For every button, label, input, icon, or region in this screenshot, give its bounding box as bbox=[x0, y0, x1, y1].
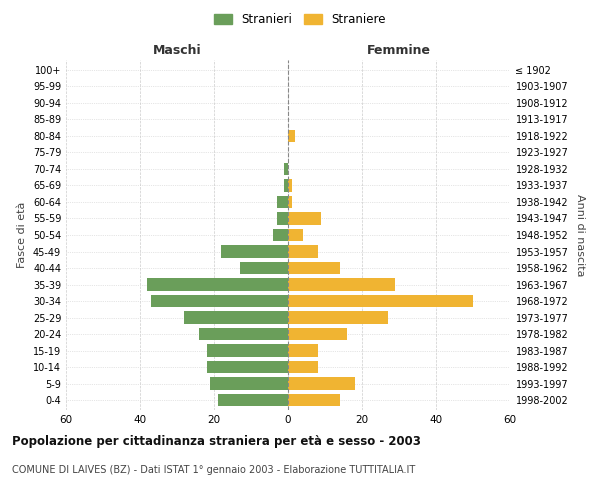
Bar bbox=[288, 212, 322, 224]
Bar bbox=[184, 312, 288, 324]
Bar bbox=[206, 361, 288, 374]
Bar bbox=[218, 394, 288, 406]
Bar bbox=[288, 262, 340, 274]
Bar bbox=[288, 196, 292, 208]
Y-axis label: Anni di nascita: Anni di nascita bbox=[575, 194, 585, 276]
Bar bbox=[273, 229, 288, 241]
Bar bbox=[288, 295, 473, 307]
Bar bbox=[288, 130, 295, 142]
Bar bbox=[288, 361, 317, 374]
Bar bbox=[211, 378, 288, 390]
Bar bbox=[277, 196, 288, 208]
Bar bbox=[151, 295, 288, 307]
Text: Femmine: Femmine bbox=[367, 44, 431, 57]
Bar bbox=[288, 246, 317, 258]
Bar bbox=[277, 212, 288, 224]
Bar bbox=[206, 344, 288, 357]
Bar bbox=[284, 180, 288, 192]
Text: Maschi: Maschi bbox=[152, 44, 202, 57]
Bar bbox=[288, 394, 340, 406]
Bar bbox=[288, 278, 395, 290]
Bar bbox=[288, 344, 317, 357]
Bar bbox=[288, 328, 347, 340]
Legend: Stranieri, Straniere: Stranieri, Straniere bbox=[209, 8, 391, 31]
Bar bbox=[288, 378, 355, 390]
Bar bbox=[199, 328, 288, 340]
Y-axis label: Fasce di età: Fasce di età bbox=[17, 202, 27, 268]
Bar bbox=[148, 278, 288, 290]
Bar bbox=[288, 312, 388, 324]
Bar bbox=[240, 262, 288, 274]
Text: COMUNE DI LAIVES (BZ) - Dati ISTAT 1° gennaio 2003 - Elaborazione TUTTITALIA.IT: COMUNE DI LAIVES (BZ) - Dati ISTAT 1° ge… bbox=[12, 465, 415, 475]
Bar bbox=[288, 180, 292, 192]
Text: Popolazione per cittadinanza straniera per età e sesso - 2003: Popolazione per cittadinanza straniera p… bbox=[12, 435, 421, 448]
Bar bbox=[221, 246, 288, 258]
Bar bbox=[284, 163, 288, 175]
Bar bbox=[288, 229, 303, 241]
